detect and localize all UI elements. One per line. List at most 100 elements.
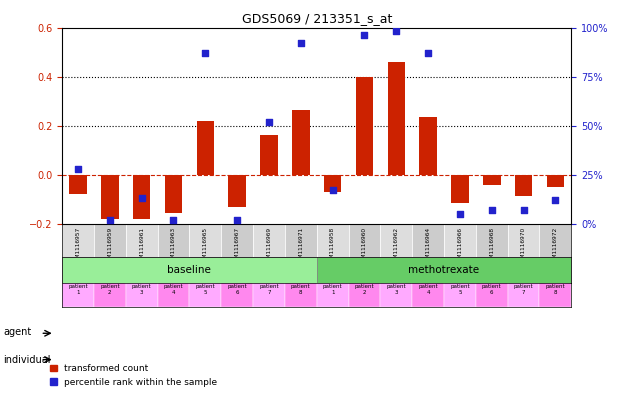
Text: GSM1116971: GSM1116971	[298, 227, 303, 266]
Text: baseline: baseline	[168, 265, 211, 275]
FancyBboxPatch shape	[189, 224, 221, 257]
Point	[455, 211, 465, 217]
FancyBboxPatch shape	[253, 224, 285, 257]
Text: patient
5: patient 5	[450, 285, 469, 295]
FancyBboxPatch shape	[317, 283, 348, 307]
Text: patient
4: patient 4	[419, 285, 438, 295]
Text: GSM1116960: GSM1116960	[362, 227, 367, 266]
Point	[201, 50, 211, 56]
Point	[232, 217, 242, 223]
Text: patient
8: patient 8	[546, 285, 565, 295]
Point	[550, 197, 560, 203]
Text: patient
1: patient 1	[323, 285, 342, 295]
FancyBboxPatch shape	[444, 283, 476, 307]
Text: GSM1116969: GSM1116969	[266, 227, 271, 266]
Text: GSM1116958: GSM1116958	[330, 227, 335, 266]
FancyBboxPatch shape	[158, 224, 189, 257]
Text: patient
2: patient 2	[100, 285, 120, 295]
Text: GSM1116961: GSM1116961	[139, 227, 144, 266]
Text: patient
6: patient 6	[482, 285, 502, 295]
Text: patient
5: patient 5	[196, 285, 215, 295]
Text: GSM1116965: GSM1116965	[203, 227, 208, 266]
Point	[423, 50, 433, 56]
Text: patient
2: patient 2	[355, 285, 374, 295]
Bar	[165, 175, 182, 213]
FancyBboxPatch shape	[380, 224, 412, 257]
FancyBboxPatch shape	[62, 257, 317, 283]
Point	[328, 187, 338, 193]
Text: patient
1: patient 1	[68, 285, 88, 295]
Bar	[101, 175, 119, 219]
Bar	[388, 62, 405, 175]
FancyBboxPatch shape	[125, 224, 158, 257]
Legend: transformed count, percentile rank within the sample: transformed count, percentile rank withi…	[48, 362, 219, 389]
FancyBboxPatch shape	[317, 257, 571, 283]
Text: patient
6: patient 6	[227, 285, 247, 295]
Bar	[356, 77, 373, 175]
Bar	[229, 175, 246, 207]
Point	[391, 28, 401, 35]
Bar	[419, 117, 437, 175]
Bar	[546, 175, 564, 187]
Text: GSM1116968: GSM1116968	[489, 227, 494, 266]
Text: GSM1116967: GSM1116967	[235, 227, 240, 266]
Point	[168, 217, 178, 223]
FancyBboxPatch shape	[540, 224, 571, 257]
FancyBboxPatch shape	[125, 283, 158, 307]
Point	[519, 207, 528, 213]
Bar	[292, 110, 309, 175]
FancyBboxPatch shape	[444, 224, 476, 257]
Text: agent: agent	[3, 327, 31, 337]
Point	[73, 166, 83, 172]
FancyBboxPatch shape	[380, 283, 412, 307]
FancyBboxPatch shape	[540, 283, 571, 307]
Text: patient
7: patient 7	[514, 285, 533, 295]
FancyBboxPatch shape	[221, 283, 253, 307]
Bar	[324, 175, 342, 192]
Text: GSM1116964: GSM1116964	[425, 227, 430, 266]
Text: GSM1116962: GSM1116962	[394, 227, 399, 266]
Bar	[260, 136, 278, 175]
Bar	[483, 175, 501, 184]
Point	[137, 195, 147, 201]
Text: GSM1116966: GSM1116966	[458, 227, 463, 266]
Text: patient
7: patient 7	[259, 285, 279, 295]
Bar	[197, 121, 214, 175]
FancyBboxPatch shape	[508, 283, 540, 307]
Text: patient
4: patient 4	[164, 285, 183, 295]
FancyBboxPatch shape	[476, 283, 508, 307]
Text: patient
3: patient 3	[386, 285, 406, 295]
Text: GSM1116963: GSM1116963	[171, 227, 176, 266]
Text: GSM1116957: GSM1116957	[76, 227, 81, 266]
FancyBboxPatch shape	[253, 283, 285, 307]
Text: patient
8: patient 8	[291, 285, 310, 295]
FancyBboxPatch shape	[317, 224, 348, 257]
FancyBboxPatch shape	[62, 283, 94, 307]
Point	[105, 217, 115, 223]
FancyBboxPatch shape	[348, 224, 380, 257]
Text: methotrexate: methotrexate	[409, 265, 479, 275]
FancyBboxPatch shape	[158, 283, 189, 307]
Title: GDS5069 / 213351_s_at: GDS5069 / 213351_s_at	[242, 12, 392, 25]
FancyBboxPatch shape	[348, 283, 380, 307]
FancyBboxPatch shape	[94, 283, 125, 307]
Bar	[133, 175, 150, 219]
Bar	[515, 175, 532, 196]
FancyBboxPatch shape	[221, 224, 253, 257]
Point	[487, 207, 497, 213]
Text: GSM1116970: GSM1116970	[521, 227, 526, 266]
FancyBboxPatch shape	[189, 283, 221, 307]
Bar	[451, 175, 469, 203]
Point	[360, 32, 369, 39]
FancyBboxPatch shape	[508, 224, 540, 257]
Bar	[70, 175, 87, 194]
FancyBboxPatch shape	[412, 283, 444, 307]
FancyBboxPatch shape	[476, 224, 508, 257]
Text: patient
3: patient 3	[132, 285, 152, 295]
Text: GSM1116959: GSM1116959	[107, 227, 112, 266]
FancyBboxPatch shape	[285, 224, 317, 257]
FancyBboxPatch shape	[412, 224, 444, 257]
FancyBboxPatch shape	[285, 283, 317, 307]
Text: individual: individual	[3, 354, 50, 365]
FancyBboxPatch shape	[94, 224, 125, 257]
